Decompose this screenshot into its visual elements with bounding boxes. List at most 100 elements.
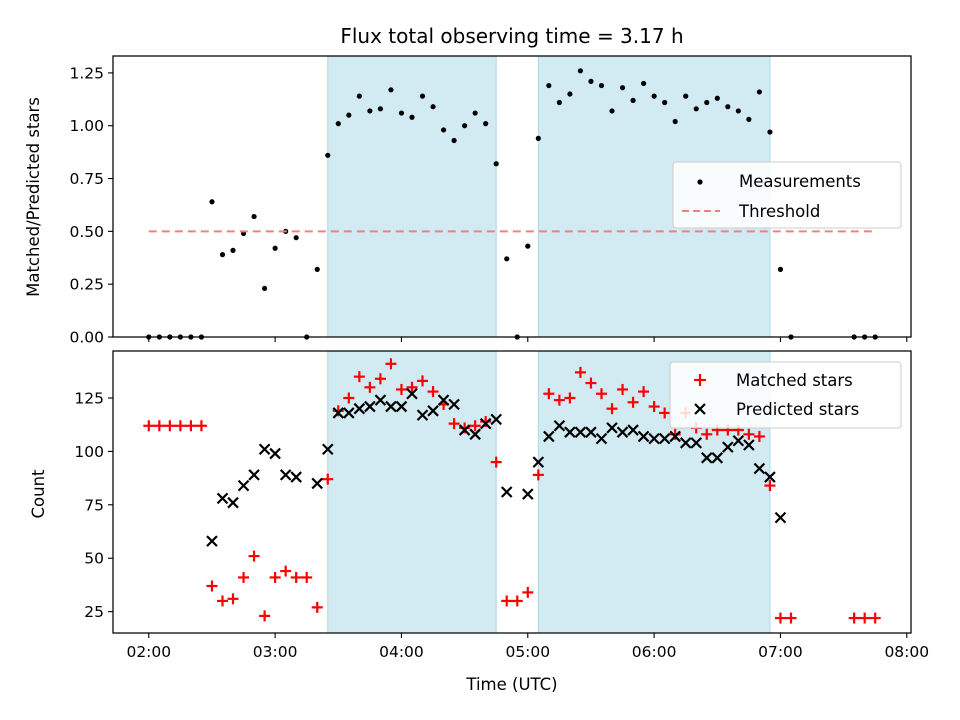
data-point (648, 432, 660, 445)
data-point (374, 373, 386, 385)
data-point (227, 593, 239, 605)
data-point (553, 394, 565, 406)
data-point (609, 108, 615, 114)
data-point (743, 439, 755, 451)
data-point (409, 114, 415, 120)
data-point (462, 123, 468, 129)
data-point (722, 441, 734, 453)
data-point (619, 85, 626, 91)
data-point (185, 420, 197, 432)
y-tick-label: 50 (84, 550, 104, 568)
top-plot-area (146, 68, 878, 340)
x-axis-label: Time (UTC) (465, 675, 557, 694)
data-point (522, 488, 534, 500)
data-point (753, 462, 766, 475)
data-point (395, 383, 407, 395)
data-point (662, 99, 668, 106)
data-point (764, 471, 776, 483)
top-y-ticks: 0.00 0.25 0.50 0.75 1.00 1.25 (69, 64, 113, 347)
data-point (346, 112, 352, 118)
data-point (398, 110, 405, 116)
data-point (219, 252, 226, 258)
data-point (388, 87, 394, 93)
data-point (848, 612, 860, 624)
data-point (269, 571, 281, 583)
data-point (290, 571, 302, 583)
data-point (859, 612, 871, 624)
legend-label-threshold: Threshold (738, 202, 820, 221)
data-point (448, 398, 460, 411)
data-point (774, 511, 787, 524)
data-point (469, 420, 481, 432)
data-point (659, 407, 671, 419)
top-legend-box (672, 161, 902, 229)
data-point (785, 612, 797, 624)
data-point (230, 247, 236, 253)
data-point (483, 121, 489, 127)
legend-marker-predicted-stars (694, 403, 706, 415)
data-point (272, 245, 278, 251)
data-point (701, 428, 713, 440)
data-point (690, 437, 703, 449)
data-point (700, 452, 713, 464)
data-point (343, 392, 355, 404)
data-point (617, 383, 629, 395)
x-tick-label: 08:00 (884, 643, 929, 661)
data-point (693, 106, 699, 112)
data-point (153, 420, 165, 432)
top-x-ticks (148, 337, 908, 342)
data-point (577, 68, 584, 74)
data-point (764, 480, 776, 492)
data-point (500, 486, 513, 498)
data-point (574, 426, 587, 438)
y-tick-label: 125 (74, 390, 104, 408)
data-point (437, 394, 450, 406)
data-point (543, 430, 555, 443)
y-tick-label: 0.75 (69, 170, 104, 188)
y-tick-label: 25 (84, 603, 104, 621)
data-point (238, 571, 250, 583)
data-point (143, 420, 155, 432)
data-point (546, 82, 552, 89)
legend-label-predicted-stars: Predicted stars (736, 400, 859, 419)
data-point (364, 400, 376, 413)
data-point (332, 407, 345, 419)
data-point (395, 400, 408, 413)
data-point (637, 430, 650, 443)
data-point (493, 161, 499, 167)
data-point (651, 93, 657, 99)
data-point (777, 266, 784, 272)
bottom-axes-frame (112, 350, 912, 634)
legend-label-matched-stars: Matched stars (736, 371, 853, 390)
bottom-legend-box (669, 361, 902, 429)
data-point (227, 496, 239, 509)
data-point (164, 420, 176, 432)
data-point (553, 419, 566, 432)
data-point (472, 110, 478, 116)
bottom-y-ticks: 25 50 75 100 125 (74, 390, 113, 621)
data-point (567, 91, 573, 97)
data-point (364, 381, 376, 393)
data-point (417, 375, 429, 387)
data-point (237, 479, 250, 492)
data-point (725, 104, 731, 110)
data-point (574, 366, 586, 378)
data-point (416, 409, 429, 421)
x-tick-label: 02:00 (126, 643, 171, 661)
top-y-axis-label: Matched/Predicted stars (24, 97, 43, 297)
data-point (367, 108, 373, 114)
data-point (261, 285, 268, 292)
data-point (756, 89, 763, 95)
data-point (469, 428, 481, 441)
data-point (638, 386, 650, 398)
x-tick-label: 05:00 (505, 643, 550, 661)
data-point (209, 199, 215, 205)
data-point (353, 371, 365, 383)
data-point (543, 388, 555, 400)
data-point (743, 428, 755, 440)
data-point (869, 612, 881, 624)
data-point (258, 443, 271, 456)
data-point (732, 434, 745, 447)
data-point (343, 407, 355, 419)
